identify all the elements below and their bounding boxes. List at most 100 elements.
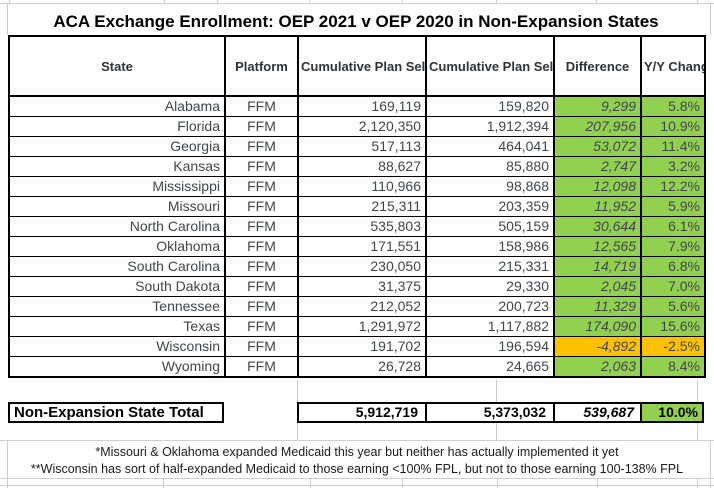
cell-difference[interactable]: 2,063 bbox=[553, 356, 642, 378]
cell-platform[interactable]: FFM bbox=[224, 236, 299, 257]
cell-difference[interactable]: 207,956 bbox=[553, 116, 642, 137]
cell-difference[interactable]: 12,565 bbox=[553, 236, 642, 257]
cell-yoy[interactable]: 15.6% bbox=[640, 316, 706, 337]
cell-oep2021[interactable]: 215,311 bbox=[297, 196, 427, 217]
cell-oep2020[interactable]: 98,868 bbox=[425, 176, 555, 197]
cell-yoy[interactable]: 5.8% bbox=[640, 95, 706, 117]
cell-state[interactable]: South Dakota bbox=[8, 276, 226, 297]
total-oep2021-cell[interactable]: 5,912,719 bbox=[355, 404, 418, 420]
cell-difference[interactable]: 9,299 bbox=[553, 95, 642, 117]
cell-oep2021[interactable]: 110,966 bbox=[297, 176, 427, 197]
cell-yoy[interactable]: -2.5% bbox=[640, 336, 706, 357]
total-yoy-cell[interactable]: 10.0% bbox=[640, 404, 702, 421]
cell-oep2020[interactable]: 158,986 bbox=[425, 236, 555, 257]
cell-yoy[interactable]: 8.4% bbox=[640, 356, 706, 378]
cell-yoy[interactable]: 7.0% bbox=[640, 276, 706, 297]
cell-state[interactable]: Florida bbox=[8, 116, 226, 137]
total-values-box: 5,912,719 5,373,032 539,687 10.0% bbox=[297, 402, 704, 423]
cell-oep2020[interactable]: 1,117,882 bbox=[425, 316, 555, 337]
cell-yoy[interactable]: 6.8% bbox=[640, 256, 706, 277]
col-header-state[interactable]: State bbox=[8, 35, 226, 97]
cell-oep2020[interactable]: 159,820 bbox=[425, 95, 555, 117]
cell-platform[interactable]: FFM bbox=[224, 95, 299, 117]
cell-oep2020[interactable]: 85,880 bbox=[425, 156, 555, 177]
cell-yoy[interactable]: 7.9% bbox=[640, 236, 706, 257]
cell-difference[interactable]: -4,892 bbox=[553, 336, 642, 357]
cell-oep2021[interactable]: 1,291,972 bbox=[297, 316, 427, 337]
cell-oep2020[interactable]: 29,330 bbox=[425, 276, 555, 297]
cell-state[interactable]: Mississippi bbox=[8, 176, 226, 197]
cell-oep2021[interactable]: 26,728 bbox=[297, 356, 427, 378]
cell-oep2021[interactable]: 88,627 bbox=[297, 156, 427, 177]
col-header-oep2020[interactable]: Cumulative Plan Selections (OEP 2020) bbox=[425, 35, 555, 97]
cell-oep2021[interactable]: 2,120,350 bbox=[297, 116, 427, 137]
cell-yoy[interactable]: 10.9% bbox=[640, 116, 706, 137]
cell-state[interactable]: North Carolina bbox=[8, 216, 226, 237]
cell-state[interactable]: Missouri bbox=[8, 196, 226, 217]
cell-difference[interactable]: 11,329 bbox=[553, 296, 642, 317]
cell-platform[interactable]: FFM bbox=[224, 156, 299, 177]
cell-yoy[interactable]: 5.9% bbox=[640, 196, 706, 217]
cell-platform[interactable]: FFM bbox=[224, 216, 299, 237]
col-header-oep2021[interactable]: Cumulative Plan Selections (OEP 2021) bbox=[297, 35, 427, 97]
footnote-wisconsin: **Wisconsin has sort of half-expanded Me… bbox=[30, 462, 684, 476]
cell-difference[interactable]: 2,747 bbox=[553, 156, 642, 177]
cell-yoy[interactable]: 6.1% bbox=[640, 216, 706, 237]
cell-state[interactable]: Wyoming bbox=[8, 356, 226, 378]
cell-difference[interactable]: 2,045 bbox=[553, 276, 642, 297]
cell-yoy[interactable]: 11.4% bbox=[640, 136, 706, 157]
cell-oep2021[interactable]: 169,119 bbox=[297, 95, 427, 117]
cell-oep2021[interactable]: 517,113 bbox=[297, 136, 427, 157]
cell-difference[interactable]: 11,952 bbox=[553, 196, 642, 217]
cell-difference[interactable]: 14,719 bbox=[553, 256, 642, 277]
col-header-yoy[interactable]: Y/Y Change bbox=[640, 35, 706, 97]
cell-oep2020[interactable]: 464,041 bbox=[425, 136, 555, 157]
cell-state[interactable]: Oklahoma bbox=[8, 236, 226, 257]
cell-oep2020[interactable]: 215,331 bbox=[425, 256, 555, 277]
col-header-difference[interactable]: Difference bbox=[553, 35, 642, 97]
total-oep2020-cell[interactable]: 5,373,032 bbox=[425, 404, 553, 421]
cell-platform[interactable]: FFM bbox=[224, 276, 299, 297]
cell-oep2021[interactable]: 535,803 bbox=[297, 216, 427, 237]
cell-state[interactable]: South Carolina bbox=[8, 256, 226, 277]
cell-yoy[interactable]: 12.2% bbox=[640, 176, 706, 197]
cell-platform[interactable]: FFM bbox=[224, 296, 299, 317]
cell-oep2021[interactable]: 212,052 bbox=[297, 296, 427, 317]
cell-oep2020[interactable]: 203,359 bbox=[425, 196, 555, 217]
cell-platform[interactable]: FFM bbox=[224, 256, 299, 277]
cell-yoy[interactable]: 5.6% bbox=[640, 296, 706, 317]
cell-platform[interactable]: FFM bbox=[224, 176, 299, 197]
cell-oep2020[interactable]: 505,159 bbox=[425, 216, 555, 237]
cell-oep2020[interactable]: 196,594 bbox=[425, 336, 555, 357]
cell-platform[interactable]: FFM bbox=[224, 136, 299, 157]
cell-platform[interactable]: FFM bbox=[224, 336, 299, 357]
cell-state[interactable]: Alabama bbox=[8, 95, 226, 117]
gridline bbox=[596, 0, 597, 3]
cell-oep2021[interactable]: 191,702 bbox=[297, 336, 427, 357]
cell-oep2020[interactable]: 200,723 bbox=[425, 296, 555, 317]
cell-state[interactable]: Georgia bbox=[8, 136, 226, 157]
cell-oep2021[interactable]: 31,375 bbox=[297, 276, 427, 297]
cell-yoy[interactable]: 3.2% bbox=[640, 156, 706, 177]
cell-state[interactable]: Texas bbox=[8, 316, 226, 337]
cell-oep2021[interactable]: 171,551 bbox=[297, 236, 427, 257]
cell-platform[interactable]: FFM bbox=[224, 356, 299, 378]
cell-oep2020[interactable]: 24,665 bbox=[425, 356, 555, 378]
cell-state[interactable]: Wisconsin bbox=[8, 336, 226, 357]
total-difference-cell[interactable]: 539,687 bbox=[553, 404, 640, 421]
cell-difference[interactable]: 53,072 bbox=[553, 136, 642, 157]
cell-difference[interactable]: 30,644 bbox=[553, 216, 642, 237]
cell-platform[interactable]: FFM bbox=[224, 116, 299, 137]
cell-difference[interactable]: 12,098 bbox=[553, 176, 642, 197]
cell-platform[interactable]: FFM bbox=[224, 196, 299, 217]
cell-state[interactable]: Tennessee bbox=[8, 296, 226, 317]
cell-oep2020[interactable]: 1,912,394 bbox=[425, 116, 555, 137]
cell-difference[interactable]: 174,090 bbox=[553, 316, 642, 337]
col-header-platform[interactable]: Platform bbox=[224, 35, 299, 97]
gridline bbox=[710, 440, 711, 488]
cell-platform[interactable]: FFM bbox=[224, 316, 299, 337]
cell-oep2021[interactable]: 230,050 bbox=[297, 256, 427, 277]
cell-state[interactable]: Kansas bbox=[8, 156, 226, 177]
total-label-cell[interactable]: Non-Expansion State Total bbox=[8, 402, 224, 423]
